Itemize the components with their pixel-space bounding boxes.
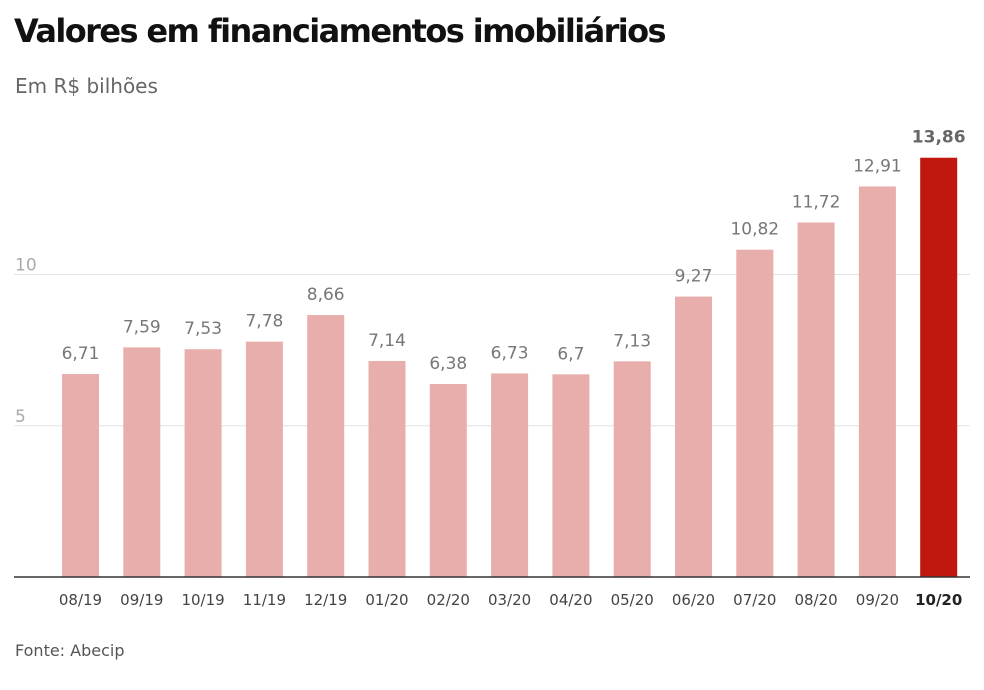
value-label-09/20: 12,91	[853, 156, 902, 176]
x-tick-label-01/20: 01/20	[365, 591, 408, 609]
x-axis-ticks: 08/19 09/19 10/19 11/19 12/19 01/20 02/20 03/20…	[59, 591, 962, 609]
bar-04/20	[552, 374, 590, 577]
x-tick-label-03/20: 03/20	[488, 591, 531, 609]
bar-09/20	[858, 186, 896, 577]
bars	[62, 157, 958, 578]
value-label-04/20: 6,7	[557, 344, 584, 364]
x-tick-label-07/20: 07/20	[733, 591, 776, 609]
x-tick-label-08/20: 08/20	[794, 591, 837, 609]
bar-10/20	[920, 157, 958, 578]
bar-07/20	[736, 249, 774, 577]
value-label-10/20: 13,86	[912, 128, 966, 148]
bar-02/20	[429, 384, 467, 577]
x-tick-label-09/20: 09/20	[856, 591, 899, 609]
x-tick-label-11/19: 11/19	[243, 591, 286, 609]
bar-01/20	[368, 361, 406, 577]
value-labels: 6,71 7,59 7,53 7,78 8,66 7,14 6,38 6,73 6,7 7,13 9…	[62, 128, 966, 374]
bar-12/19	[307, 315, 345, 577]
x-tick-label-09/19: 09/19	[120, 591, 163, 609]
bar-08/20	[797, 222, 835, 577]
x-tick-label-10/20: 10/20	[915, 591, 962, 609]
value-label-05/20: 7,13	[613, 331, 651, 351]
x-tick-label-12/19: 12/19	[304, 591, 347, 609]
bar-11/19	[245, 341, 283, 577]
bar-08/19	[62, 374, 99, 577]
value-label-06/20: 9,27	[675, 267, 713, 287]
x-tick-label-08/19: 08/19	[59, 591, 102, 609]
value-label-03/20: 6,73	[491, 343, 529, 363]
chart-source: Fonte: Abecip	[15, 641, 125, 660]
bar-03/20	[491, 373, 529, 577]
value-label-08/19: 6,71	[62, 344, 100, 364]
chart-subtitle: Em R$ bilhões	[15, 74, 158, 98]
value-label-09/19: 7,59	[123, 317, 161, 337]
value-label-02/20: 6,38	[429, 354, 467, 374]
chart-title: Valores em financiamentos imobiliários	[14, 12, 667, 50]
x-tick-label-02/20: 02/20	[427, 591, 470, 609]
x-tick-label-10/19: 10/19	[181, 591, 224, 609]
value-label-11/19: 7,78	[245, 312, 283, 332]
bar-05/20	[613, 361, 651, 577]
x-tick-label-04/20: 04/20	[549, 591, 592, 609]
value-label-12/19: 8,66	[307, 285, 345, 305]
value-label-01/20: 7,14	[368, 331, 406, 351]
bar-10/19	[184, 349, 222, 577]
value-label-08/20: 11,72	[792, 192, 841, 212]
bar-09/19	[123, 347, 161, 577]
value-label-10/19: 7,53	[184, 319, 222, 339]
y-tick-label-5: 5	[15, 407, 26, 427]
bar-06/20	[675, 296, 712, 577]
y-tick-label-10: 10	[15, 256, 37, 276]
value-label-07/20: 10,82	[730, 220, 779, 240]
x-tick-label-06/20: 06/20	[672, 591, 715, 609]
x-tick-label-05/20: 05/20	[611, 591, 654, 609]
